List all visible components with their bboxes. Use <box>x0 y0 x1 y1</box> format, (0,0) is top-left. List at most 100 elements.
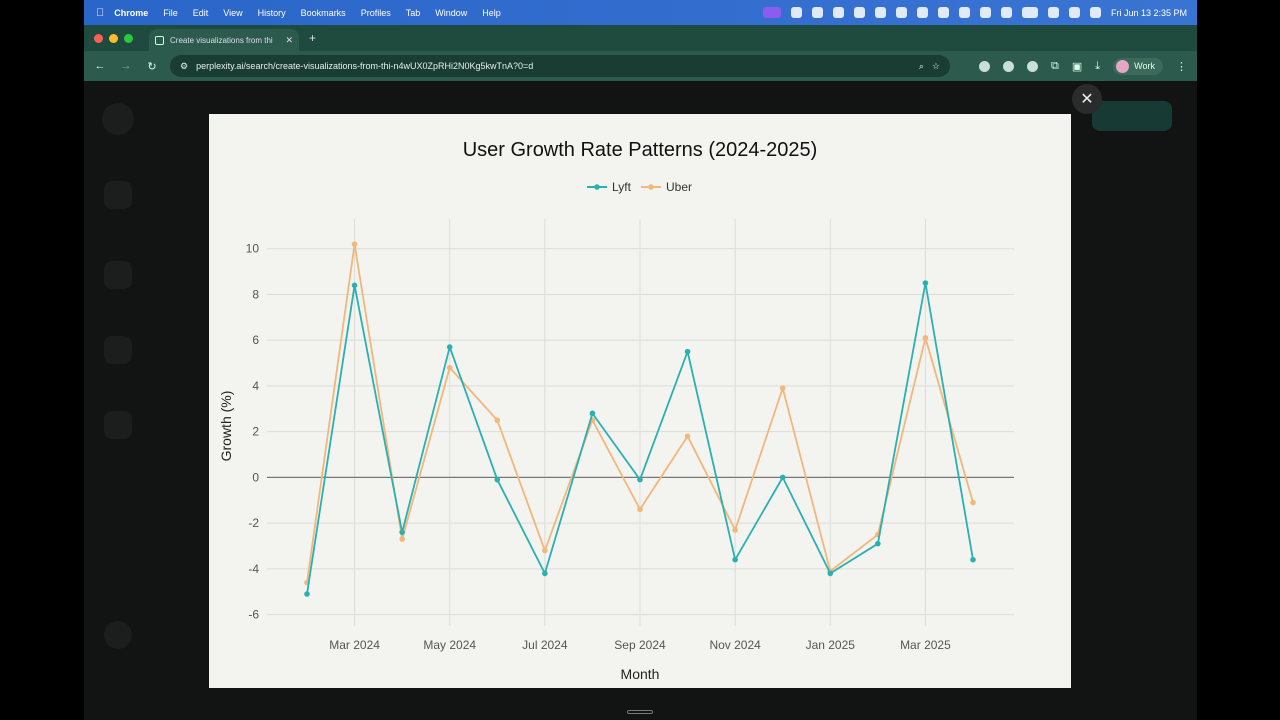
close-icon: ✕ <box>1080 91 1094 108</box>
x-axis-label: Month <box>621 666 660 682</box>
control-center-icon[interactable] <box>1089 7 1101 18</box>
menu-chrome[interactable]: Chrome <box>106 7 148 18</box>
forward-icon[interactable]: → <box>120 59 132 72</box>
download-icon[interactable]: ⤓ <box>1095 59 1101 72</box>
url-text[interactable]: perplexity.ai/search/create-visualizatio… <box>196 61 534 71</box>
data-point-lyft <box>399 529 405 536</box>
menu-profiles[interactable]: Profiles <box>352 7 391 18</box>
data-point-lyft <box>494 476 501 483</box>
gridlines <box>267 219 1014 626</box>
close-tab-icon[interactable]: ✕ <box>285 34 293 45</box>
apple-menu-icon[interactable]:  <box>96 7 104 19</box>
cloud-icon[interactable] <box>958 7 970 18</box>
chart-card: User Growth Rate Patterns (2024-2025) Ly… <box>209 114 1071 688</box>
sidebar-placeholder <box>104 411 132 439</box>
menu-history[interactable]: History <box>249 7 286 18</box>
y-tick-label: -4 <box>248 562 259 576</box>
data-point-lyft <box>351 282 358 289</box>
menu-tab[interactable]: Tab <box>397 7 421 18</box>
x-tick-label: Nov 2024 <box>709 638 761 652</box>
avatar <box>1116 59 1130 73</box>
stats-icon[interactable] <box>874 7 886 18</box>
logo-placeholder <box>102 103 134 135</box>
chart-title: User Growth Rate Patterns (2024-2025) <box>463 139 818 161</box>
sync-icon[interactable] <box>916 7 928 18</box>
wifi-icon[interactable] <box>1047 7 1059 18</box>
menu-bookmarks[interactable]: Bookmarks <box>292 7 346 18</box>
line-chart: User Growth Rate Patterns (2024-2025) Ly… <box>218 139 1014 682</box>
x-tick-label: Mar 2024 <box>329 638 380 652</box>
side-panel-icon[interactable]: ▣ <box>1071 60 1083 73</box>
address-bar[interactable]: ⚙ perplexity.ai/search/create-visualizat… <box>170 55 950 77</box>
profile-button[interactable]: Work <box>1113 57 1163 75</box>
extension-icon[interactable] <box>979 60 991 72</box>
user-placeholder <box>104 621 132 649</box>
zoom-lens-icon[interactable]: ⌕ <box>918 60 924 71</box>
legend-marker-lyft <box>594 184 600 190</box>
data-point-uber <box>970 499 976 506</box>
macos-menu-bar:  Chrome File Edit View History Bookmark… <box>84 0 1197 25</box>
y-tick-label: 8 <box>252 287 259 301</box>
maximize-window-icon[interactable] <box>124 33 133 43</box>
battery-icon[interactable] <box>1021 7 1038 18</box>
menu-window[interactable]: Window <box>426 7 467 18</box>
menu-help[interactable]: Help <box>473 7 501 18</box>
data-point-uber <box>779 385 786 392</box>
y-axis-label: Growth (%) <box>218 391 234 462</box>
close-modal-button[interactable]: ✕ <box>1072 84 1102 114</box>
extension-icon[interactable] <box>1003 60 1015 72</box>
site-info-icon[interactable]: ⚙ <box>180 60 189 71</box>
data-point-lyft <box>779 474 786 481</box>
data-point-lyft <box>684 348 691 355</box>
gear-icon[interactable] <box>895 7 907 18</box>
new-tab-icon[interactable]: + <box>309 31 317 45</box>
notion-icon[interactable] <box>1000 7 1012 18</box>
window-controls <box>94 33 133 43</box>
bookmark-star-icon[interactable]: ☆ <box>931 60 940 71</box>
tab-title: Create visualizations from thi <box>170 35 273 45</box>
menu-clock[interactable]: Fri Jun 13 2:35 PM <box>1110 7 1187 18</box>
extension-icon[interactable] <box>1027 60 1039 72</box>
y-tick-label: 4 <box>252 379 259 393</box>
reload-icon[interactable]: ↻ <box>147 60 157 73</box>
sidebar-placeholder <box>104 336 132 364</box>
data-point-uber <box>637 506 643 513</box>
menu-edit[interactable]: Edit <box>184 7 209 18</box>
data-point-lyft <box>589 410 596 417</box>
menu-file[interactable]: File <box>155 7 178 18</box>
zoom-icon[interactable] <box>790 7 802 18</box>
x-tick-label: Sep 2024 <box>614 638 666 652</box>
circle-icon[interactable] <box>979 7 991 18</box>
x-tick-label: May 2024 <box>423 638 476 652</box>
data-point-uber <box>922 335 929 341</box>
puzzle-icon[interactable]: ⧉ <box>1051 59 1059 72</box>
search-icon[interactable] <box>1068 7 1080 18</box>
y-tick-label: 10 <box>246 242 260 256</box>
kebab-menu-icon[interactable]: ⋮ <box>1176 60 1187 73</box>
layers-icon[interactable] <box>937 7 949 18</box>
data-point-uber <box>684 433 691 440</box>
x-tick-label: Jul 2024 <box>522 638 568 652</box>
data-point-uber <box>446 364 453 371</box>
browser-tab[interactable]: Create visualizations from thi ✕ <box>149 29 299 51</box>
minimize-window-icon[interactable] <box>109 33 118 43</box>
drive-icon[interactable] <box>853 7 865 18</box>
back-icon[interactable]: ← <box>94 59 106 72</box>
data-point-uber <box>732 527 738 533</box>
y-tick-label: 2 <box>252 425 259 439</box>
legend-label-lyft: Lyft <box>612 180 632 194</box>
axis-ticks: -6 -4 -2 0 2 4 6 8 10 Mar 2024 May 2024 Jul 2024 Sep… <box>246 242 951 652</box>
menu-view[interactable]: View <box>215 7 242 18</box>
y-tick-label: -6 <box>248 608 259 622</box>
data-point-lyft <box>637 476 643 483</box>
status-app-icon[interactable] <box>811 7 823 18</box>
data-point-lyft <box>542 570 548 577</box>
close-window-icon[interactable] <box>94 33 103 43</box>
screen-record-icon[interactable] <box>762 7 781 18</box>
share-placeholder <box>1092 101 1172 131</box>
legend: Lyft Uber <box>587 180 692 194</box>
x-tick-label: Mar 2025 <box>900 638 951 652</box>
data-point-uber <box>542 547 548 554</box>
checkmark-icon[interactable] <box>832 7 844 18</box>
data-point-lyft <box>970 556 976 563</box>
